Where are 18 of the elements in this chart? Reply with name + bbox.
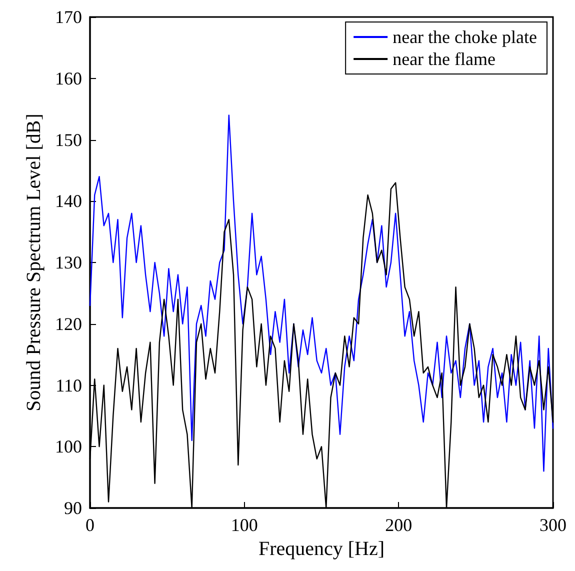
y-tick-label: 160: [55, 68, 82, 88]
x-tick-label: 200: [385, 515, 412, 535]
y-axis-title: Sound Pressure Spectrum Level [dB]: [23, 114, 46, 412]
y-tick-label: 130: [55, 252, 82, 272]
y-tick-label: 110: [56, 375, 82, 396]
x-axis-title: Frequency [Hz]: [258, 538, 385, 560]
y-tick-label: 90: [64, 498, 82, 518]
y-tick-label: 140: [55, 191, 82, 212]
x-tick-label: 300: [540, 515, 566, 535]
legend-label: near the flame: [392, 49, 496, 69]
line-series: [89, 114, 554, 472]
y-tick-label: 150: [55, 130, 82, 150]
x-tick-label: 0: [86, 515, 94, 535]
y-tick-label: 170: [55, 7, 82, 27]
y-tick-label: 100: [55, 436, 82, 457]
x-tick-label: 100: [230, 515, 258, 535]
legend-label: near the choke plate: [392, 27, 538, 47]
y-tick-label: 120: [55, 314, 82, 334]
